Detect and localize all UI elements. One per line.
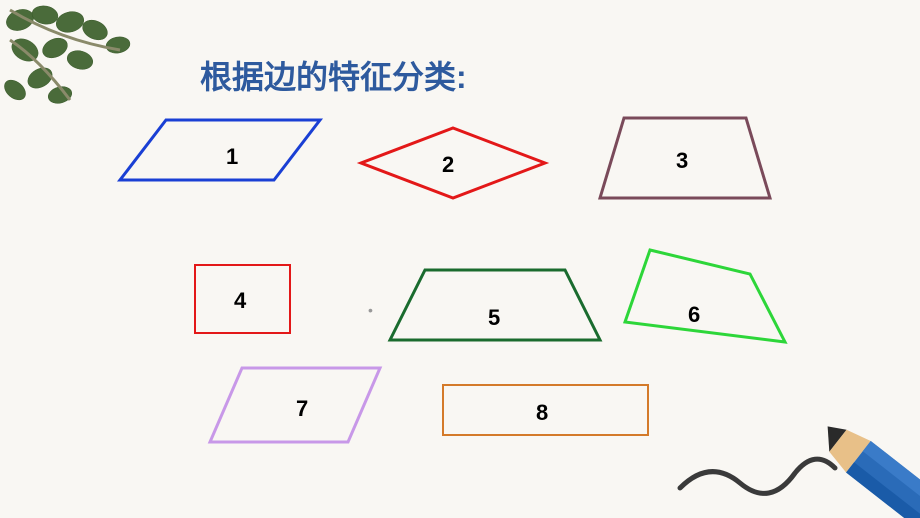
shape-label-5: 5 (488, 305, 500, 331)
shape-label-3: 3 (676, 148, 688, 174)
pencil-decoration (660, 358, 920, 518)
shape-label-2: 2 (442, 152, 454, 178)
shape-7 (200, 360, 390, 450)
leaves-decoration (0, 0, 180, 130)
shape-5 (380, 258, 610, 350)
shape-label-7: 7 (296, 396, 308, 422)
page-title: 根据边的特征分类: (200, 52, 467, 98)
shape-label-8: 8 (536, 400, 548, 426)
shape-label-4: 4 (234, 288, 246, 314)
shape-6 (615, 242, 795, 352)
shape-label-6: 6 (688, 302, 700, 328)
shape-label-1: 1 (226, 144, 238, 170)
page-indicator: • (368, 302, 373, 318)
